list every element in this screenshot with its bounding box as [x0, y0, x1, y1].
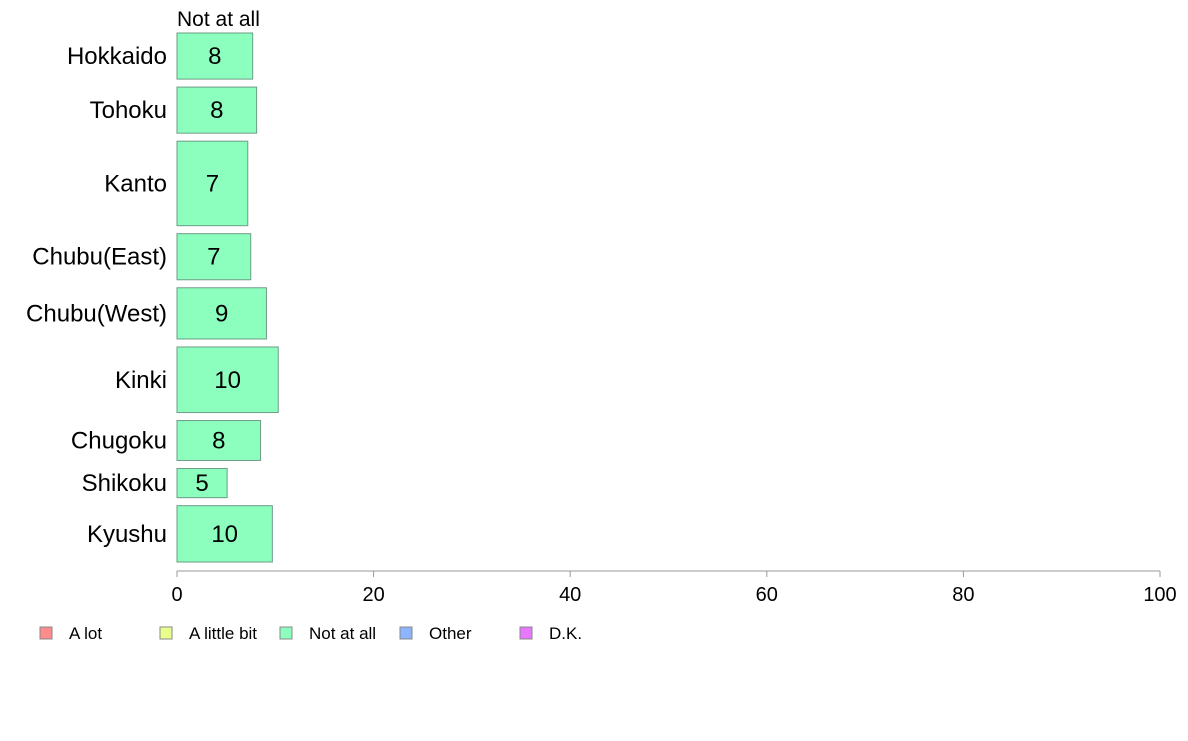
bar-value-label: 8 [212, 428, 225, 455]
bar [176, 505, 273, 563]
bar-value-label: 10 [211, 521, 238, 548]
legend-label: Not at all [309, 624, 376, 643]
bar-value-label: 9 [215, 300, 228, 327]
x-tick-label: 20 [362, 584, 384, 606]
bar [176, 140, 249, 227]
legend-label: A lot [69, 624, 102, 643]
category-label: Tohoku [90, 97, 167, 124]
bar-value-label: 8 [210, 97, 223, 124]
legend-label: A little bit [189, 624, 257, 643]
category-label: Chubu(West) [26, 300, 167, 327]
x-tick-label: 0 [171, 584, 182, 606]
category-label: Chugoku [71, 428, 167, 455]
bar [176, 346, 279, 414]
x-tick-label: 80 [952, 584, 974, 606]
bar [176, 467, 228, 499]
legend-label: D.K. [549, 624, 582, 643]
bar [176, 287, 267, 340]
category-label: Kinki [115, 367, 167, 394]
category-label: Hokkaido [67, 43, 167, 70]
bar [176, 32, 254, 80]
category-label: Chubu(East) [32, 244, 167, 271]
category-label: Shikoku [82, 470, 167, 497]
legend-swatch [159, 626, 173, 640]
bar-value-label: 7 [206, 170, 219, 197]
bar [176, 86, 258, 134]
x-tick-label: 60 [756, 584, 778, 606]
legend-swatch [519, 626, 533, 640]
bar [176, 420, 262, 461]
category-label: Kanto [104, 170, 167, 197]
bar-value-label: 5 [195, 470, 208, 497]
x-tick-label: 100 [1143, 584, 1176, 606]
column-header: Not at all [177, 8, 260, 31]
legend-swatch [399, 626, 413, 640]
category-label: Kyushu [87, 521, 167, 548]
bar [176, 233, 252, 281]
bar-value-label: 8 [208, 43, 221, 70]
legend-swatch [39, 626, 53, 640]
bar-value-label: 10 [214, 367, 241, 394]
bar-value-label: 7 [207, 244, 220, 271]
x-tick-label: 40 [559, 584, 581, 606]
legend-label: Other [429, 624, 472, 643]
legend-swatch [279, 626, 293, 640]
